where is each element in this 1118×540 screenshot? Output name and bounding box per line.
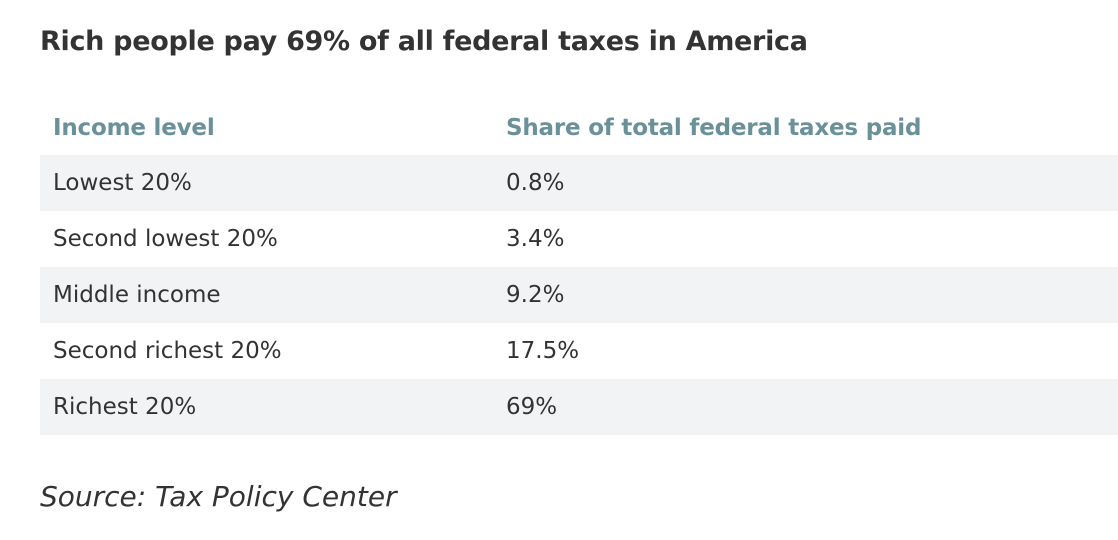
income-level-cell: Second lowest 20%: [53, 226, 278, 252]
column-header-share: Share of total federal taxes paid: [506, 114, 922, 141]
table-row: Middle income 9.2%: [40, 267, 1118, 323]
share-cell: 17.5%: [506, 338, 580, 364]
share-cell: 69%: [493, 379, 1118, 435]
income-level-cell: Middle income: [40, 267, 493, 323]
column-header-income-level: Income level: [53, 114, 215, 141]
share-cell: 0.8%: [493, 155, 1118, 211]
table-row: Lowest 20% 0.8%: [40, 155, 1118, 211]
income-level-cell: Richest 20%: [40, 379, 493, 435]
table-row: Richest 20% 69%: [40, 379, 1118, 435]
income-level-cell: Lowest 20%: [40, 155, 493, 211]
table-row: Second richest 20% 17.5%: [40, 323, 1118, 379]
share-cell: 9.2%: [493, 267, 1118, 323]
source-note: Source: Tax Policy Center: [40, 480, 397, 513]
share-cell: 3.4%: [506, 226, 565, 252]
table-row: Second lowest 20% 3.4%: [40, 211, 1118, 267]
table-header-row: Income level Share of total federal taxe…: [40, 100, 1118, 155]
page-title: Rich people pay 69% of all federal taxes…: [40, 26, 808, 57]
income-level-cell: Second richest 20%: [53, 338, 282, 364]
tax-share-table: Income level Share of total federal taxe…: [40, 100, 1118, 435]
